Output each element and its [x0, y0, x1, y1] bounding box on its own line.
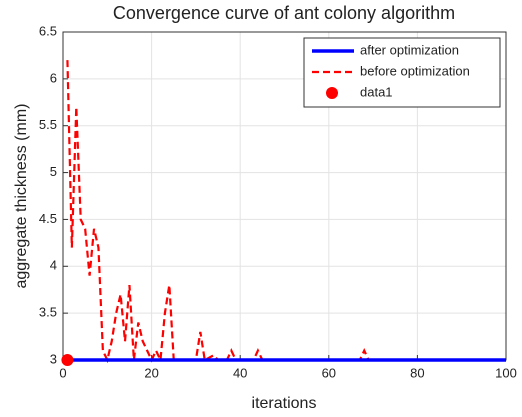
y-tick-label: 5.5 [39, 117, 57, 132]
y-tick-label: 5 [50, 164, 57, 179]
legend-label: data1 [360, 84, 393, 99]
x-tick-label: 40 [233, 365, 247, 380]
y-tick-label: 3.5 [39, 305, 57, 320]
x-tick-label: 60 [322, 365, 336, 380]
legend-swatch [326, 87, 338, 99]
x-tick-label: 100 [495, 365, 517, 380]
x-tick-label: 0 [59, 365, 66, 380]
x-tick-label: 20 [144, 365, 158, 380]
legend-label: before optimization [360, 63, 470, 78]
y-tick-label: 6 [50, 70, 57, 85]
y-tick-label: 4 [50, 258, 57, 273]
y-tick-label: 3 [50, 351, 57, 366]
x-tick-label: 80 [410, 365, 424, 380]
x-axis-label: iterations [252, 395, 317, 412]
legend: after optimization before optimization dat… [303, 37, 501, 108]
y-tick-label: 6.5 [39, 23, 57, 38]
y-tick-label: 4.5 [39, 211, 57, 226]
data-point [61, 354, 74, 366]
y-axis-label: aggregate thickness (mm) [13, 104, 30, 289]
legend-label: after optimization [360, 42, 459, 57]
chart-title: Convergence curve of ant colony algorith… [113, 3, 455, 23]
